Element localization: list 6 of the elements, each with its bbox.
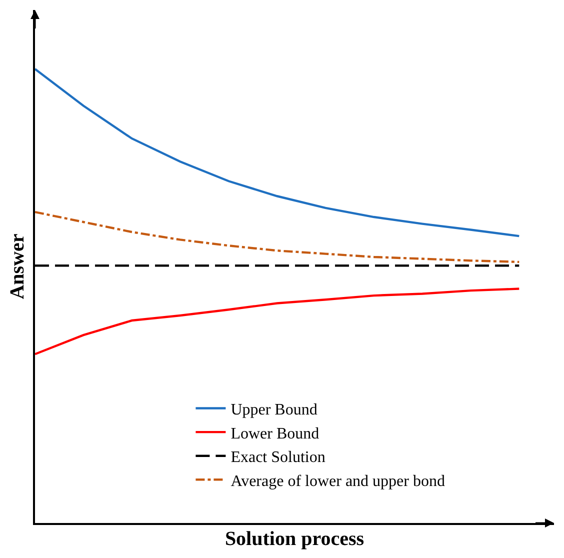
legend-label: Average of lower and upper bond — [230, 472, 445, 490]
x-axis-title: Solution process — [224, 528, 364, 550]
legend-label: Exact Solution — [230, 449, 326, 466]
legend-label: Upper Bound — [230, 401, 318, 418]
y-axis-title: Answer — [6, 234, 28, 300]
legend-label: Lower Bound — [230, 425, 320, 442]
